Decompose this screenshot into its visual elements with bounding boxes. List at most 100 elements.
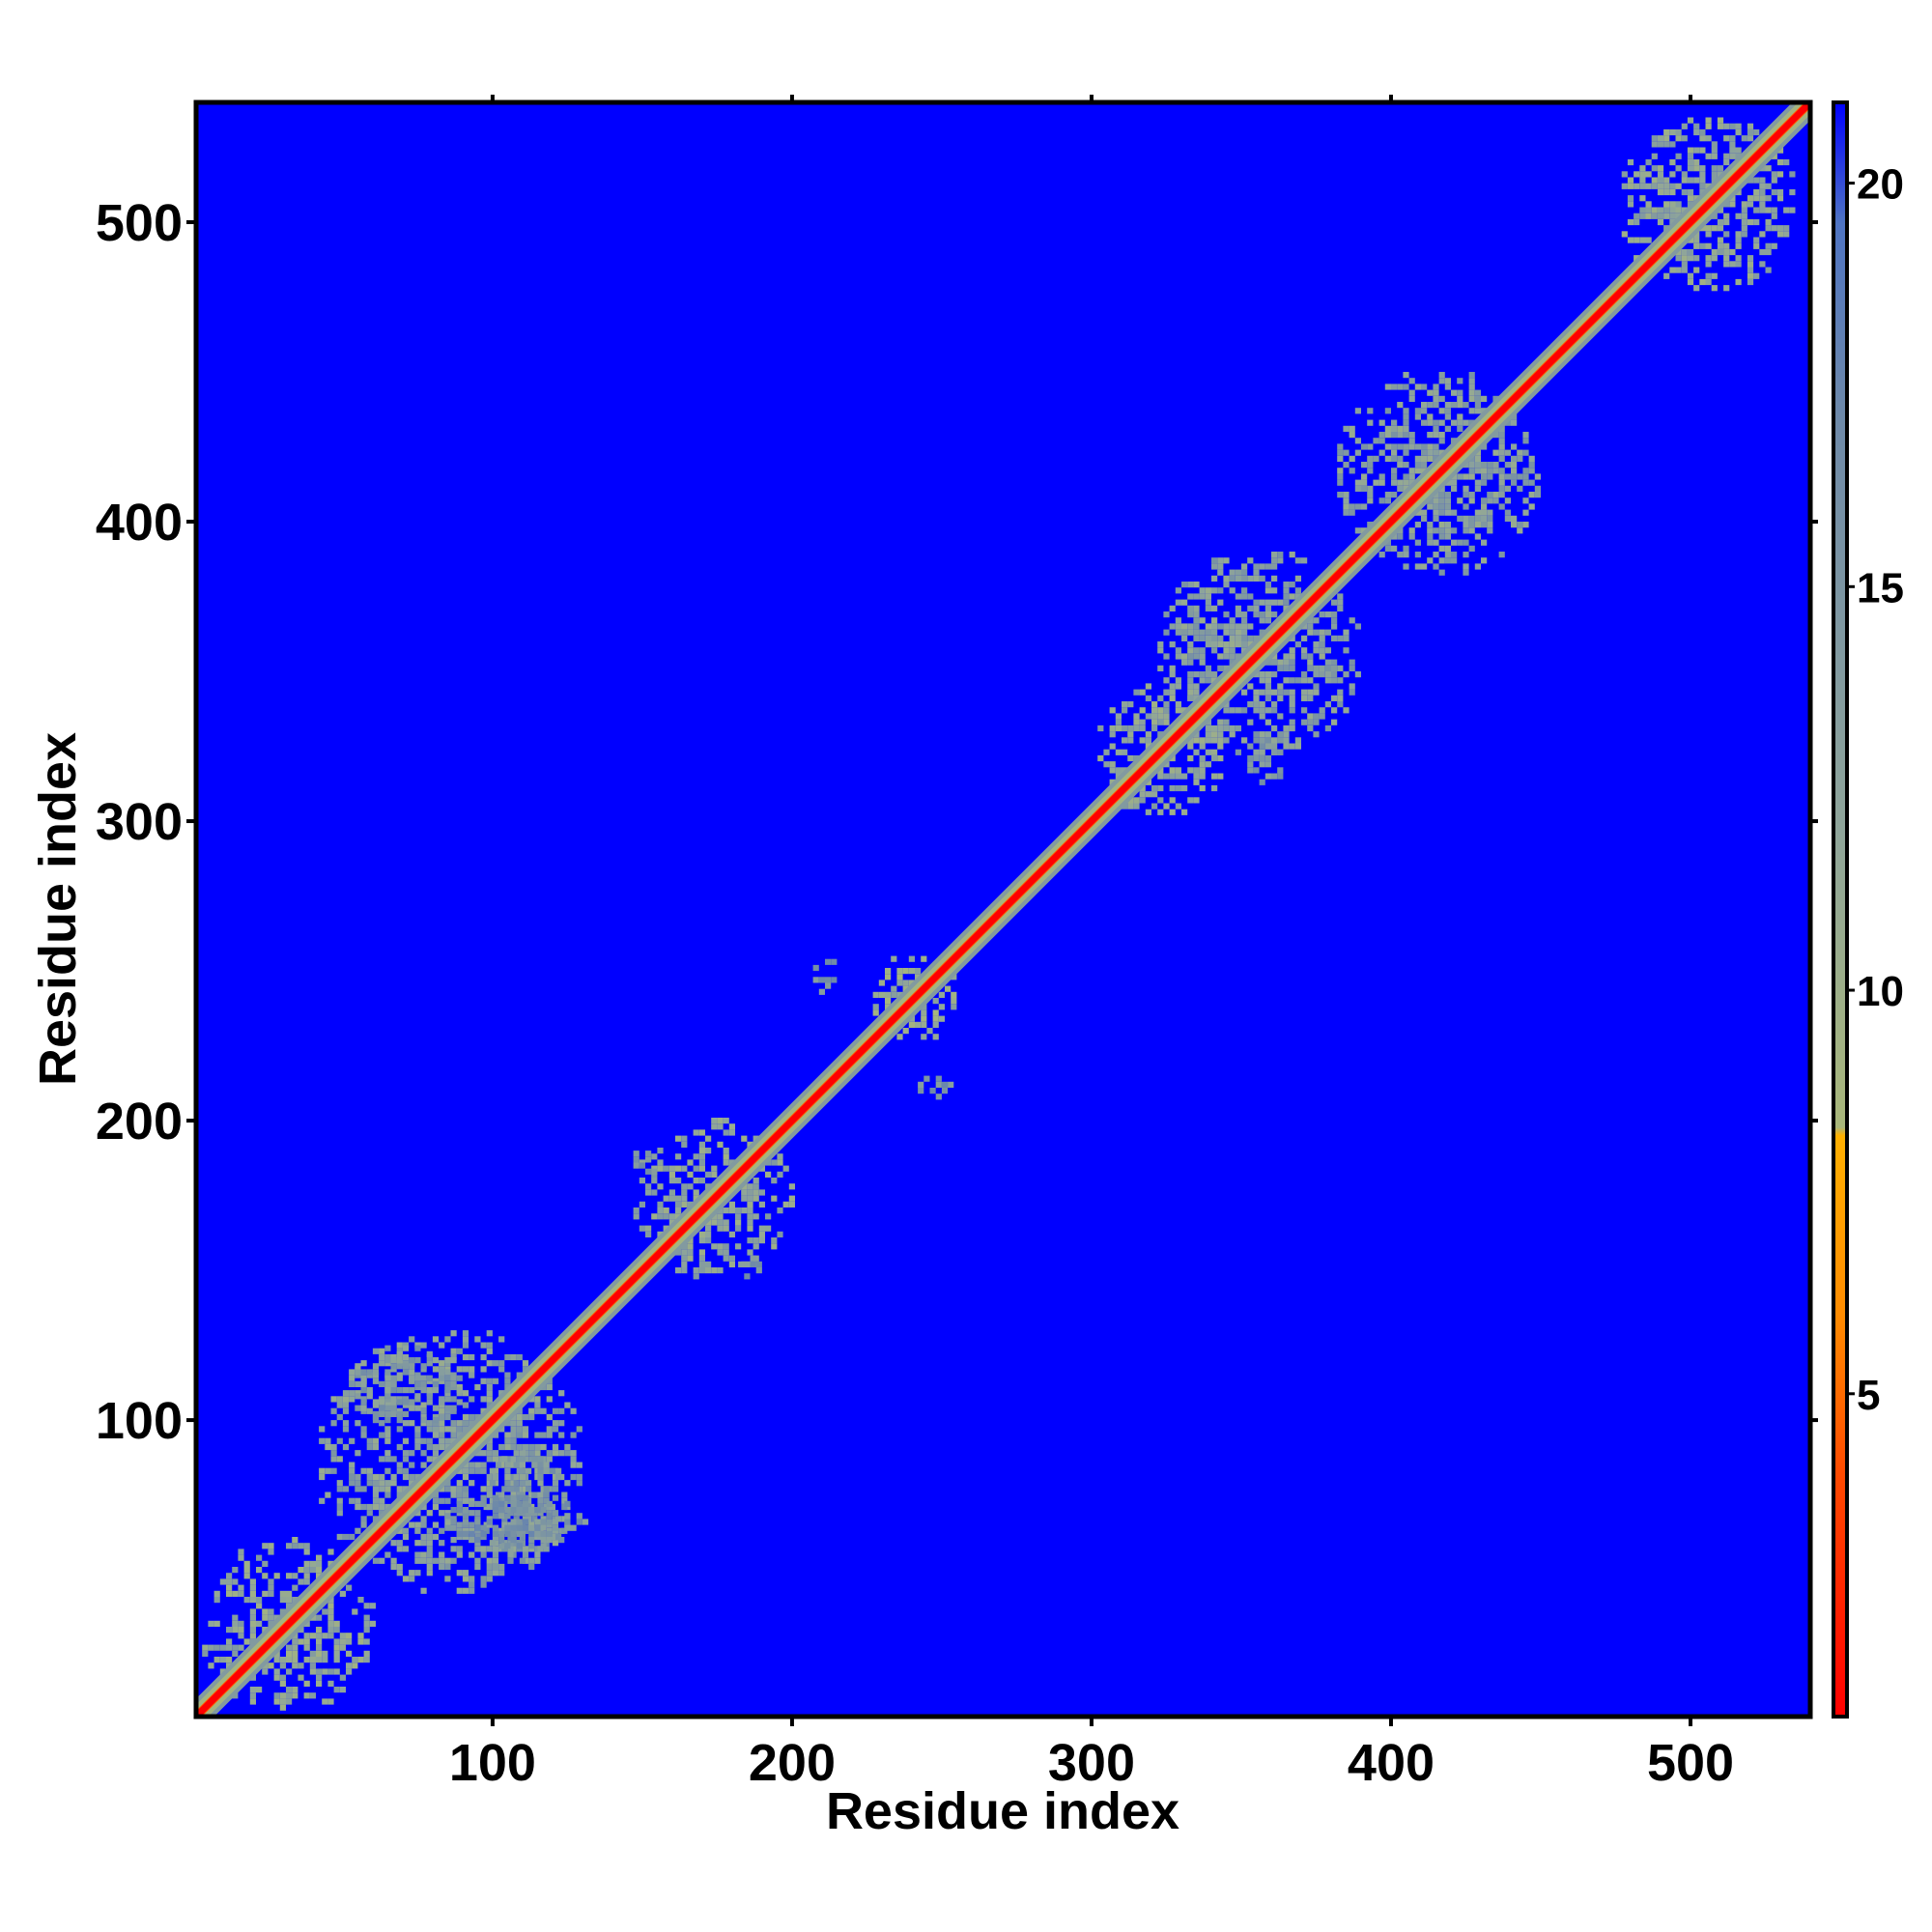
heatmap-cell	[379, 1432, 385, 1438]
heatmap-cell	[1343, 503, 1350, 510]
heatmap-cell	[325, 1437, 331, 1444]
heatmap-cell	[414, 1473, 421, 1481]
heatmap-cell	[1675, 207, 1682, 213]
heatmap-cell	[420, 1462, 427, 1468]
heatmap-cell	[1271, 707, 1278, 714]
heatmap-cell	[336, 1402, 343, 1408]
heatmap-cell	[951, 974, 957, 980]
heatmap-cell	[537, 1467, 544, 1474]
heatmap-cell	[1711, 147, 1718, 154]
heatmap-cell	[717, 1213, 724, 1220]
heatmap-cell	[402, 1437, 410, 1444]
heatmap-cell	[1421, 509, 1428, 516]
heatmap-cell	[1634, 213, 1640, 219]
heatmap-cell	[1645, 213, 1652, 219]
heatmap-cell	[1163, 707, 1170, 714]
heatmap-cell	[693, 1195, 699, 1202]
heatmap-cell	[516, 1543, 523, 1549]
heatmap-cell	[316, 1554, 323, 1561]
heatmap-cell	[1468, 497, 1475, 504]
heatmap-cell	[1193, 779, 1200, 785]
heatmap-cell	[1354, 671, 1361, 678]
heatmap-cell	[384, 1387, 391, 1394]
heatmap-cell	[668, 1195, 675, 1202]
heatmap-cell	[1289, 719, 1295, 725]
heatmap-cell	[372, 1417, 380, 1424]
heatmap-cell	[426, 1437, 433, 1444]
heatmap-cell	[439, 1437, 445, 1444]
heatmap-cell	[1657, 165, 1664, 172]
heatmap-cell	[330, 1450, 337, 1457]
heatmap-cell	[932, 998, 939, 1005]
heatmap-cell	[396, 1348, 403, 1354]
heatmap-cell	[1427, 557, 1434, 564]
heatmap-cell	[1639, 237, 1646, 243]
heatmap-cell	[1331, 599, 1338, 606]
heatmap-cell	[891, 991, 897, 998]
heatmap-cell	[1511, 455, 1518, 462]
heatmap-cell	[409, 1576, 415, 1582]
heatmap-cell	[1384, 432, 1391, 439]
heatmap-cell	[902, 1028, 909, 1035]
heatmap-cell	[369, 1603, 376, 1609]
heatmap-cell	[462, 1576, 469, 1582]
heatmap-cell	[750, 1261, 756, 1267]
heatmap-cell	[744, 1261, 751, 1267]
heatmap-cell	[309, 1560, 316, 1567]
heatmap-cell	[1663, 272, 1670, 279]
heatmap-cell	[1331, 623, 1338, 630]
heatmap-cell	[414, 1426, 421, 1433]
heatmap-cell	[1753, 177, 1760, 184]
heatmap-cell	[439, 1557, 445, 1564]
heatmap-cell	[330, 1407, 337, 1414]
heatmap-cell	[1193, 605, 1200, 611]
heatmap-cell	[339, 1638, 346, 1645]
heatmap-cell	[1271, 724, 1278, 732]
heatmap-cell	[1741, 201, 1747, 208]
heatmap-cell	[372, 1557, 380, 1564]
heatmap-cell	[1735, 153, 1742, 159]
heatmap-cell	[1337, 455, 1344, 462]
heatmap-cell	[1651, 207, 1658, 213]
heatmap-cell	[498, 1360, 505, 1367]
heatmap-cell	[504, 1494, 511, 1501]
heatmap-cell	[872, 991, 879, 998]
heatmap-cell	[444, 1426, 451, 1433]
heatmap-cell	[1474, 468, 1481, 474]
heatmap-cell	[1451, 552, 1458, 558]
heatmap-cell	[492, 1360, 499, 1367]
heatmap-cell	[303, 1657, 310, 1663]
heatmap-cell	[1657, 213, 1664, 219]
heatmap-cell	[531, 1456, 538, 1463]
heatmap-cell	[1705, 242, 1712, 249]
heatmap-cell	[693, 1153, 699, 1160]
heatmap-cell	[1522, 468, 1529, 474]
heatmap-cell	[1264, 754, 1271, 762]
heatmap-cell	[390, 1410, 397, 1417]
heatmap-cell	[1711, 225, 1718, 232]
heatmap-cell	[1651, 165, 1658, 172]
heatmap-cell	[462, 1402, 469, 1408]
heatmap-cell	[444, 1405, 451, 1411]
heatmap-cell	[1522, 449, 1529, 456]
heatmap-cell	[327, 1668, 334, 1675]
heatmap-cell	[1241, 641, 1248, 648]
heatmap-cell	[396, 1357, 403, 1364]
heatmap-cell	[1759, 177, 1766, 184]
heatmap-cell	[1481, 395, 1488, 402]
heatmap-cell	[1181, 784, 1188, 792]
heatmap-cell	[552, 1407, 559, 1414]
heatmap-cell	[1663, 128, 1670, 136]
heatmap-cell	[420, 1380, 427, 1387]
heatmap-cell	[552, 1420, 559, 1427]
heatmap-cell	[1271, 599, 1278, 606]
heatmap-cell	[432, 1497, 440, 1504]
heatmap-cell	[537, 1456, 544, 1463]
heatmap-cell	[372, 1437, 380, 1444]
heatmap-cell	[402, 1353, 410, 1361]
heatmap-cell	[426, 1510, 433, 1517]
heatmap-cell	[693, 1273, 699, 1280]
heatmap-cell	[705, 1148, 712, 1154]
heatmap-cell	[1657, 183, 1664, 189]
heatmap-cell	[681, 1165, 688, 1172]
